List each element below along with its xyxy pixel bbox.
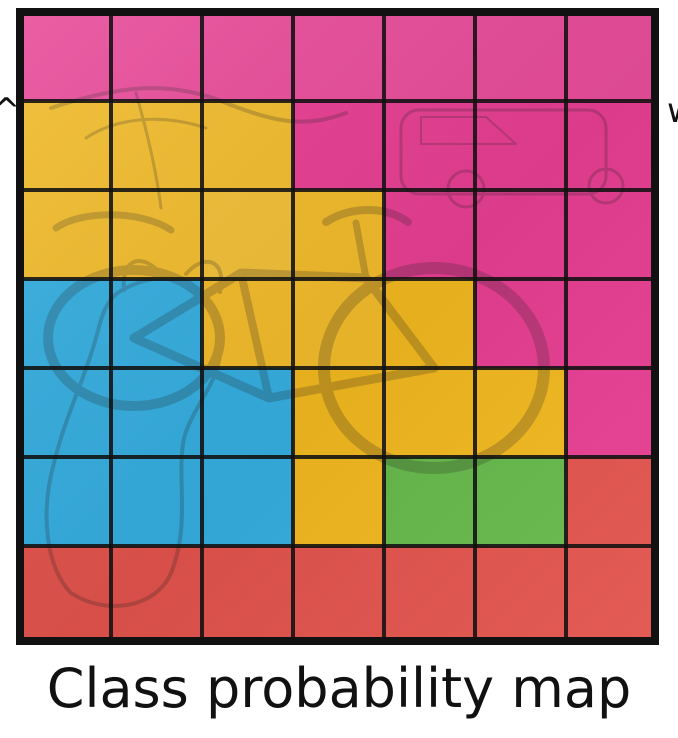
- soft-shade-overlay: [16, 8, 659, 645]
- right-edge-mark: w: [667, 94, 678, 128]
- probability-grid: [16, 8, 659, 645]
- outer-border: [16, 8, 659, 645]
- grid-line-layer: [20, 12, 655, 641]
- probability-grid-svg: [16, 8, 659, 645]
- left-edge-mark: ^: [0, 91, 21, 131]
- figure-caption: Class probability map: [46, 657, 632, 720]
